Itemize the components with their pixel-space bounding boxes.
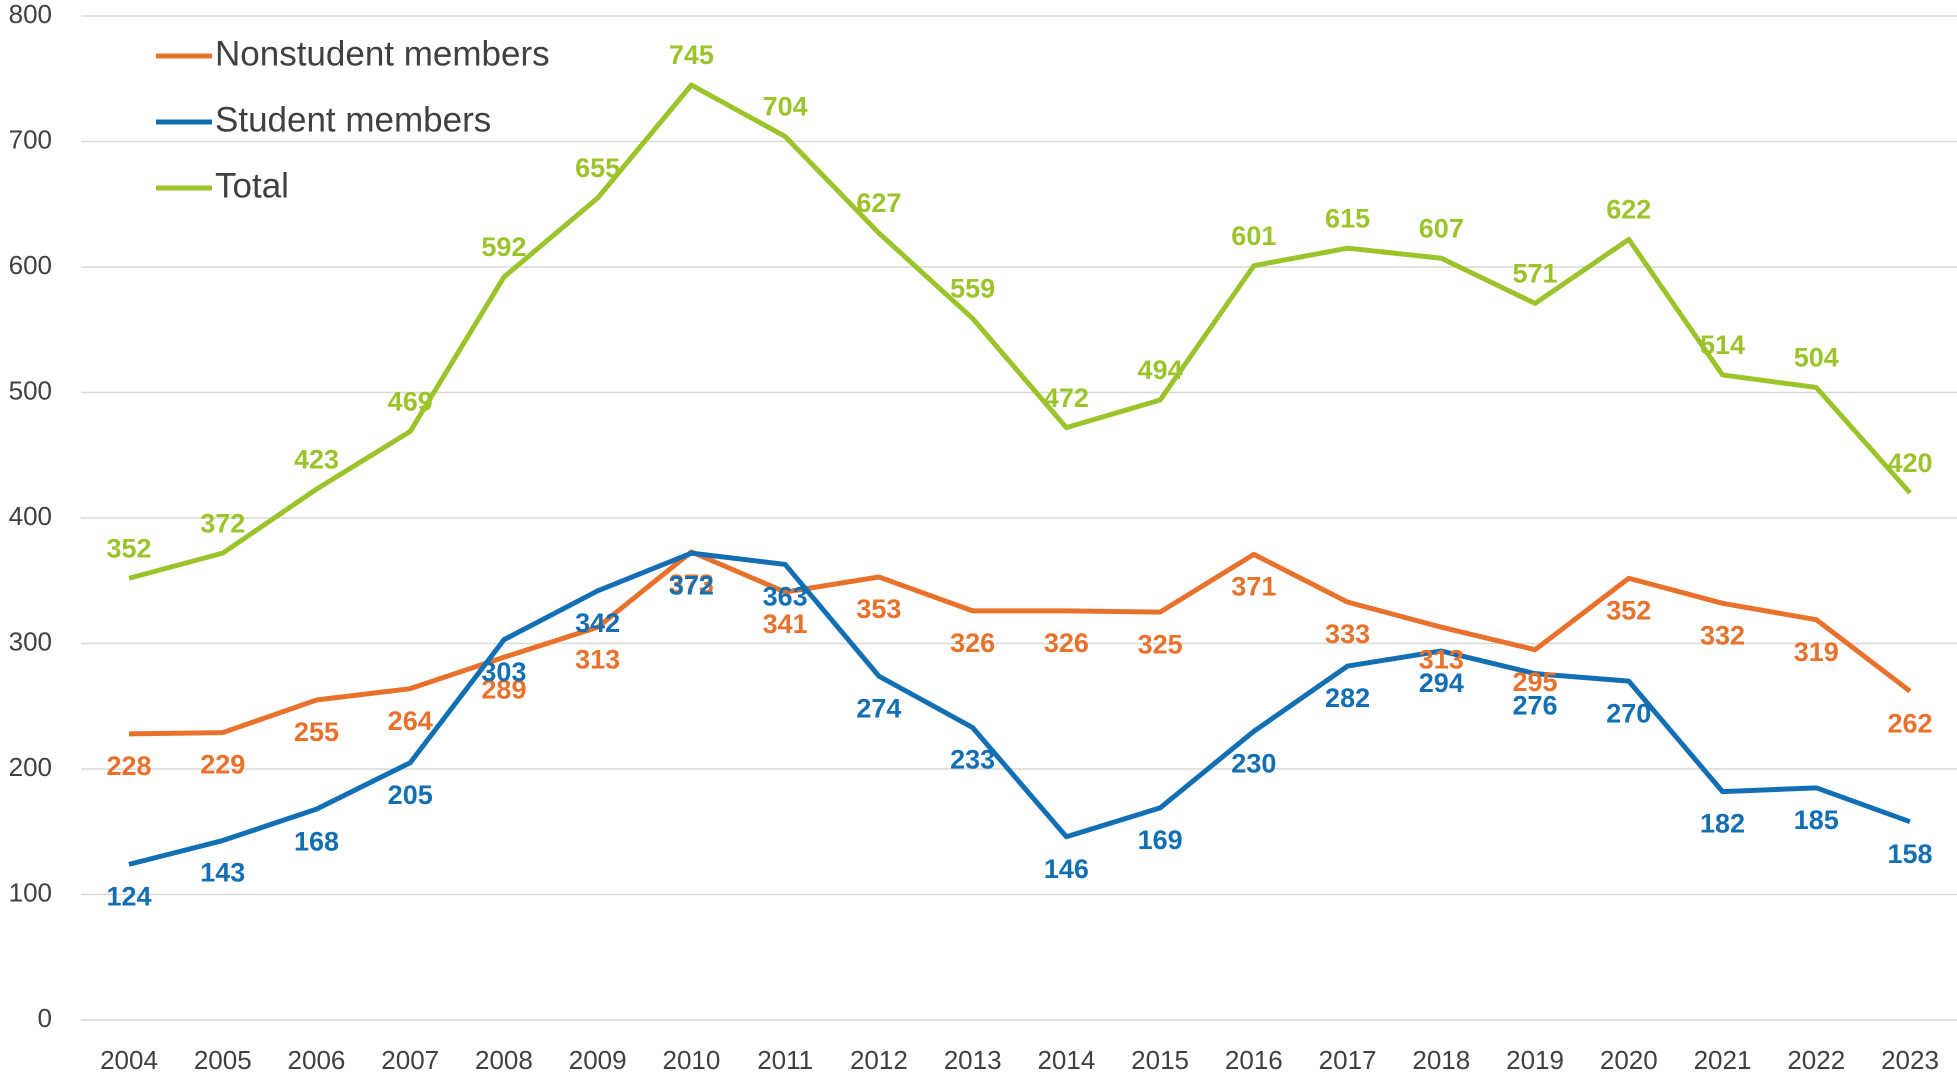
data-label: 313 (1419, 644, 1464, 674)
x-tick-label: 2022 (1787, 1045, 1845, 1075)
legend-label: Total (215, 166, 289, 205)
data-label: 363 (763, 582, 808, 612)
x-tick-label: 2014 (1037, 1045, 1095, 1075)
x-tick-label: 2023 (1881, 1045, 1939, 1075)
x-tick-label: 2018 (1412, 1045, 1470, 1075)
data-label: 168 (294, 826, 339, 856)
data-label: 372 (200, 508, 245, 538)
x-tick-label: 2012 (850, 1045, 908, 1075)
y-tick-label: 300 (9, 626, 52, 656)
series-line (128, 550, 1911, 867)
data-label: 262 (1887, 708, 1932, 738)
data-label: 332 (1700, 620, 1745, 650)
data-label: 745 (669, 40, 714, 70)
data-label: 592 (481, 232, 526, 262)
data-label: 622 (1606, 195, 1651, 225)
data-label: 704 (763, 92, 808, 122)
y-tick-label: 100 (9, 877, 52, 907)
data-label: 169 (1138, 825, 1183, 855)
data-label: 264 (388, 706, 433, 736)
data-label: 205 (388, 780, 433, 810)
data-label: 342 (575, 608, 620, 638)
data-label: 289 (481, 674, 526, 704)
data-label: 228 (106, 751, 151, 781)
data-label: 182 (1700, 809, 1745, 839)
data-label: 319 (1794, 637, 1839, 667)
data-label: 615 (1325, 203, 1370, 233)
data-label: 472 (1044, 383, 1089, 413)
data-label: 282 (1325, 683, 1370, 713)
data-label: 601 (1231, 221, 1276, 251)
data-label: 607 (1419, 213, 1464, 243)
y-tick-label: 500 (9, 375, 52, 405)
data-label: 313 (575, 644, 620, 674)
data-label: 571 (1513, 259, 1558, 289)
data-label: 420 (1887, 448, 1932, 478)
x-tick-label: 2004 (100, 1045, 158, 1075)
data-label: 326 (950, 628, 995, 658)
x-tick-label: 2010 (662, 1045, 720, 1075)
data-label: 229 (200, 750, 245, 780)
y-tick-label: 200 (9, 752, 52, 782)
y-tick-label: 400 (9, 501, 52, 531)
data-label: 352 (106, 533, 151, 563)
data-label: 230 (1231, 748, 1276, 778)
data-label: 303 (481, 657, 526, 687)
x-tick-label: 2009 (569, 1045, 627, 1075)
data-label: 158 (1887, 839, 1932, 869)
y-tick-label: 600 (9, 250, 52, 280)
legend-label: Nonstudent members (215, 34, 550, 73)
x-tick-label: 2013 (944, 1045, 1002, 1075)
data-label: 146 (1044, 854, 1089, 884)
data-label: 372 (669, 570, 714, 600)
series-line (128, 82, 1912, 581)
x-tick-label: 2005 (194, 1045, 252, 1075)
data-label: 353 (856, 594, 901, 624)
data-label: 423 (294, 444, 339, 474)
x-tick-label: 2016 (1225, 1045, 1283, 1075)
data-label: 373 (669, 569, 714, 599)
x-tick-label: 2008 (475, 1045, 533, 1075)
x-tick-label: 2021 (1694, 1045, 1752, 1075)
data-label: 627 (856, 188, 901, 218)
x-tick-label: 2015 (1131, 1045, 1189, 1075)
x-tick-label: 2011 (757, 1045, 813, 1075)
data-label: 326 (1044, 628, 1089, 658)
x-tick-label: 2006 (288, 1045, 346, 1075)
data-label: 276 (1513, 691, 1558, 721)
data-label: 325 (1138, 629, 1183, 659)
data-label: 185 (1794, 805, 1839, 835)
data-label: 504 (1794, 343, 1839, 373)
data-label: 655 (575, 153, 620, 183)
data-label: 494 (1138, 355, 1183, 385)
data-label: 352 (1606, 595, 1651, 625)
series-line (128, 549, 1912, 737)
data-label: 124 (106, 882, 151, 912)
data-label: 333 (1325, 619, 1370, 649)
data-label: 295 (1513, 667, 1558, 697)
data-label: 274 (856, 693, 901, 723)
x-tick-label: 2020 (1600, 1045, 1658, 1075)
data-label: 341 (763, 609, 808, 639)
x-tick-label: 2007 (381, 1045, 439, 1075)
x-tick-label: 2019 (1506, 1045, 1564, 1075)
data-label: 469 (388, 387, 433, 417)
data-label: 143 (200, 858, 245, 888)
x-tick-label: 2017 (1319, 1045, 1377, 1075)
data-label: 233 (950, 745, 995, 775)
data-label: 294 (1419, 668, 1464, 698)
data-label: 371 (1231, 572, 1276, 602)
data-label: 270 (1606, 698, 1651, 728)
y-tick-label: 800 (9, 0, 52, 29)
data-label: 255 (294, 717, 339, 747)
y-tick-label: 0 (38, 1003, 52, 1033)
data-label: 559 (950, 274, 995, 304)
legend-label: Student members (215, 100, 491, 139)
data-label: 514 (1700, 330, 1745, 360)
y-tick-label: 700 (9, 124, 52, 154)
